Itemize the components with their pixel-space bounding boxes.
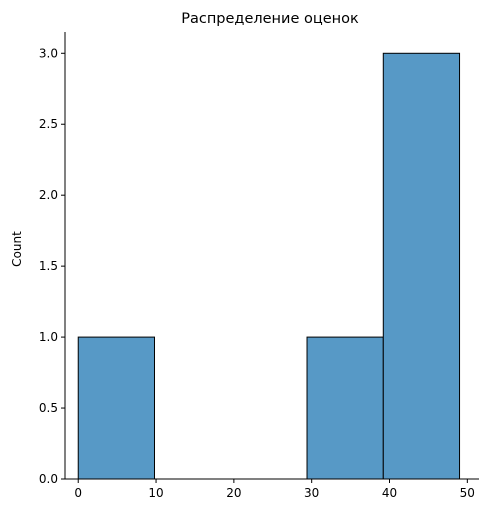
- x-tick-label: 50: [460, 486, 475, 500]
- x-axis: 0 10 20 30 40 50: [65, 478, 479, 500]
- y-axis-label: Count: [10, 231, 24, 267]
- y-tick-label: 3.0: [39, 46, 58, 60]
- y-tick-label: 2.0: [39, 188, 58, 202]
- x-tick-label: 0: [74, 486, 82, 500]
- y-tick-label: 1.0: [39, 330, 58, 344]
- x-tick-label: 20: [226, 486, 241, 500]
- x-tick-label: 30: [304, 486, 319, 500]
- histogram-bar-4: [382, 52, 461, 480]
- x-tick-label: 40: [382, 486, 397, 500]
- y-tick-label: 2.5: [39, 117, 58, 131]
- y-axis: 0.0 0.5 1.0 1.5 2.0 2.5 3.0: [39, 32, 66, 486]
- y-tick-label: 0.5: [39, 401, 58, 415]
- histogram-bar-3: [306, 336, 384, 480]
- y-tick-label: 1.5: [39, 259, 58, 273]
- y-tick-label: 0.0: [39, 472, 58, 486]
- chart-title: Распределение оценок: [181, 11, 359, 27]
- histogram-bar-0: [77, 336, 155, 480]
- x-tick-label: 10: [148, 486, 163, 500]
- bars-group: [77, 52, 461, 480]
